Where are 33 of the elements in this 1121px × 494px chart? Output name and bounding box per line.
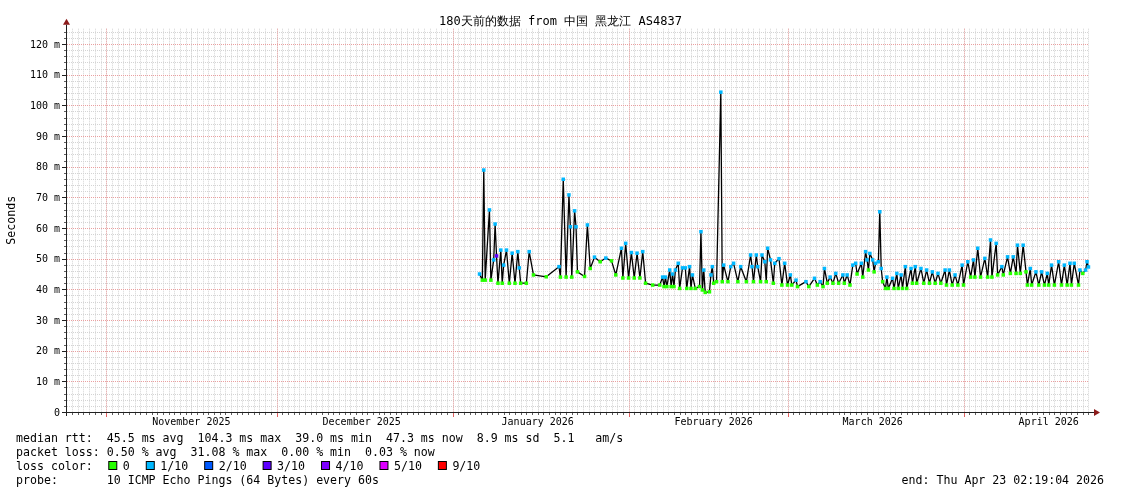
- legend-label: 3/10: [277, 459, 306, 473]
- legend-label: 5/10: [393, 459, 422, 473]
- y-tick-label: 60 m: [35, 222, 60, 234]
- x-tick-label: March 2026: [842, 416, 903, 427]
- y-tick-label: 110 m: [29, 69, 60, 81]
- y-tick-label: 10 m: [35, 375, 60, 387]
- legend-label: 9/10: [452, 459, 481, 473]
- chart-title: 180天前的数据 from 中国 黑龙江 AS4837: [439, 14, 682, 28]
- y-tick-label: 30 m: [35, 314, 60, 326]
- x-tick-label: April 2026: [1018, 416, 1079, 427]
- x-tick-label: February 2026: [674, 416, 753, 427]
- y-tick-label: 120 m: [29, 38, 60, 50]
- y-tick-label: 100 m: [29, 99, 60, 111]
- legend-title: loss color:: [16, 459, 93, 473]
- legend-label: 4/10: [335, 459, 364, 473]
- y-tick-label: 70 m: [35, 191, 60, 203]
- y-tick-label: 20 m: [35, 345, 60, 357]
- text: median rtt: 45.5 ms avg 104.3 ms max 39.0 ms min 47.3 ms now 8.9 ms sd 5.1 am/s: [16, 431, 624, 445]
- x-tick-label: November 2025: [152, 416, 231, 427]
- legend-label: 0: [122, 459, 130, 473]
- x-tick-label: January 2026: [501, 416, 574, 427]
- y-tick-label: 50 m: [35, 253, 60, 265]
- y-tick-label: 40 m: [35, 283, 60, 295]
- legend-label: 2/10: [218, 459, 247, 473]
- text: packet loss: 0.50 % avg 31.08 % max 0.00 % min 0.03 % now: [16, 445, 435, 459]
- y-tick-label: 80 m: [35, 161, 60, 173]
- text: end: Thu Apr 23 02:19:04 2026: [901, 473, 1105, 487]
- y-tick-label: 0: [53, 406, 60, 418]
- legend-label: 1/10: [160, 459, 189, 473]
- y-axis-title: Seconds: [4, 195, 18, 245]
- text: probe: 10 ICMP Echo Pings (64 Bytes) every 60s: [16, 473, 379, 487]
- x-tick-label: December 2025: [322, 416, 401, 427]
- y-tick-label: 90 m: [35, 130, 60, 142]
